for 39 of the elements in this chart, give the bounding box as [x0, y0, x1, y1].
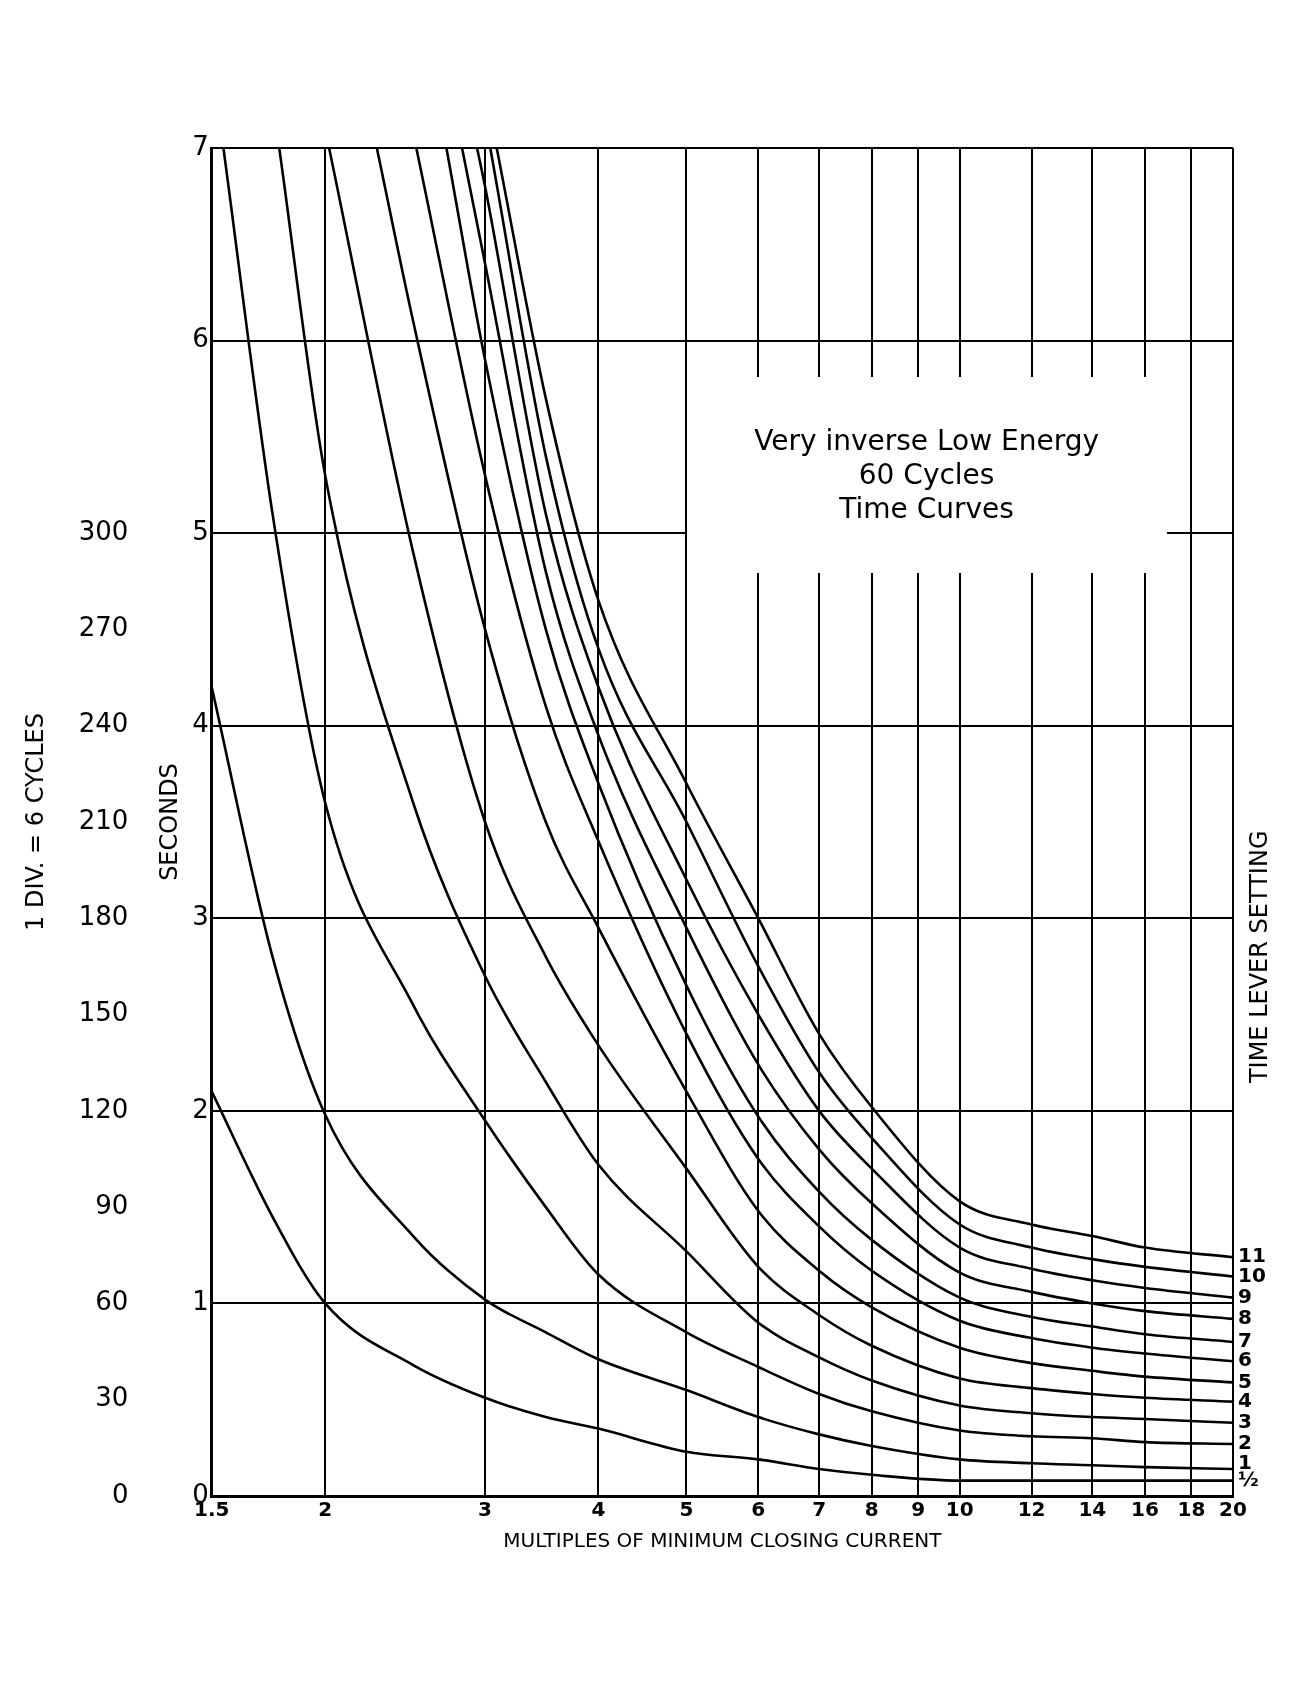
x-axis-title: MULTIPLES OF MINIMUM CLOSING CURRENT [503, 1528, 943, 1553]
y2-axis-title: 1 DIV. = 6 CYCLES [20, 713, 49, 931]
y-tick-label: 4 [192, 708, 209, 739]
y2-tick-label: 60 [95, 1286, 129, 1317]
x-tick-label: 2 [318, 1497, 333, 1522]
x-tick-label: 3 [478, 1497, 493, 1522]
y2-tick-label: 240 [78, 708, 129, 739]
y2-tick-label: 30 [95, 1382, 129, 1413]
x-tick-label: 6 [751, 1497, 766, 1522]
y2-tick-label: 120 [78, 1093, 129, 1124]
y-tick-label: 1 [192, 1286, 209, 1317]
y-tick-label: 3 [192, 901, 209, 932]
x-tick-label: 16 [1131, 1497, 1159, 1522]
y-tick-label: 2 [192, 1093, 209, 1124]
x-tick-label: 4 [591, 1497, 606, 1522]
annotation: Time Curves [839, 491, 1014, 526]
y-tick-label: 6 [192, 323, 209, 354]
y2-tick-label: 0 [111, 1478, 129, 1509]
y-axis-title: SECONDS [155, 763, 184, 881]
x-tick-label: 10 [945, 1497, 974, 1522]
x-tick-label: 5 [679, 1497, 694, 1522]
x-tick-label: 14 [1078, 1497, 1107, 1522]
y2-tick-label: 150 [78, 997, 129, 1028]
series-label: 8 [1238, 1305, 1252, 1330]
y2-tick-label: 300 [78, 515, 129, 546]
y-tick-label: 5 [192, 515, 209, 546]
x-tick-label: 7 [812, 1497, 827, 1522]
y2-tick-label: 90 [95, 1189, 129, 1220]
x-tick-label: 12 [1017, 1497, 1046, 1522]
title-card: Very inverse Low Energy 60 Cycles Time Curves [686, 377, 1167, 573]
x-tick-label: 18 [1177, 1497, 1206, 1522]
x-tick-label: 8 [864, 1497, 879, 1522]
y2-tick-label: 180 [78, 901, 129, 932]
y-tick-label: 7 [192, 130, 209, 161]
x-tick-label: 9 [911, 1497, 926, 1522]
text: TIME LEVER SETTING [1245, 830, 1274, 1085]
y2-tick-label: 270 [78, 612, 129, 643]
y2-tick-label: 210 [78, 804, 129, 835]
x-tick-label: 20 [1219, 1497, 1247, 1522]
